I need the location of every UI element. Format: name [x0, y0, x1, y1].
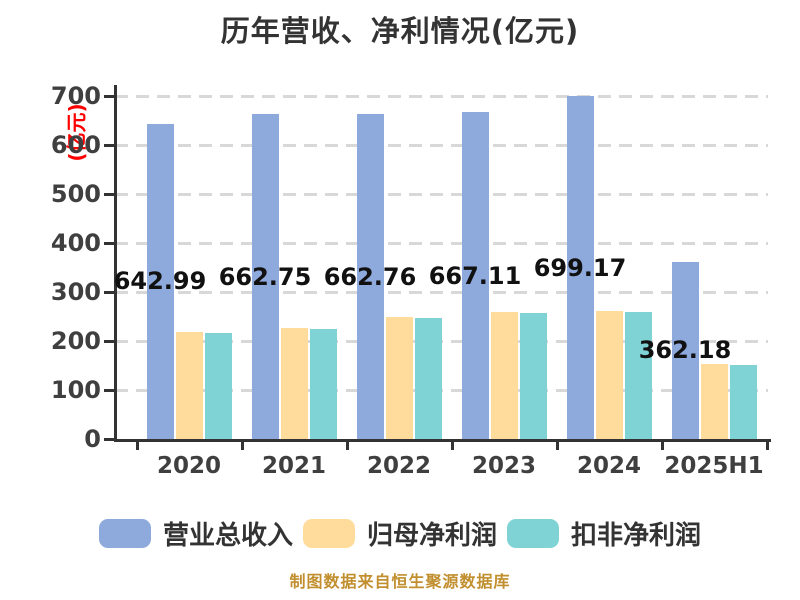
bar-net-profit — [175, 332, 203, 439]
y-tick-label: 700 — [50, 82, 101, 110]
y-tick-mark — [104, 144, 115, 147]
bar-net-profit-excl — [729, 364, 757, 439]
bar-total-revenue — [671, 261, 699, 439]
gridline-100 — [115, 389, 768, 392]
bar-net-profit-excl — [204, 332, 232, 439]
x-tick-label-2025H1: 2025H1 — [664, 453, 764, 479]
bar-net-profit — [280, 328, 308, 439]
x-tick-mark — [765, 442, 769, 450]
x-tick-mark — [345, 442, 349, 450]
y-axis-line — [114, 85, 117, 442]
bar-total-revenue — [461, 112, 489, 439]
bar-total-revenue — [566, 96, 594, 439]
x-tick-mark — [450, 442, 454, 450]
gridline-400 — [115, 242, 768, 245]
bar-net-profit-excl — [309, 328, 337, 439]
y-tick-label: 600 — [50, 131, 101, 159]
x-axis-line — [114, 439, 771, 442]
gridline-200 — [115, 340, 768, 343]
bar-net-profit — [385, 317, 413, 439]
bar-total-revenue — [146, 123, 174, 439]
y-tick-mark — [104, 242, 115, 245]
legend: 营业总收入 归母净利润 扣非净利润 — [0, 515, 800, 552]
value-label: 662.76 — [323, 262, 417, 291]
gridline-500 — [115, 193, 768, 196]
value-label: 362.18 — [638, 336, 732, 365]
legend-swatch-1 — [98, 519, 151, 548]
y-tick-mark — [104, 438, 115, 441]
gridline-300 — [115, 291, 768, 294]
x-tick-label-2020: 2020 — [156, 453, 221, 479]
legend-swatch-3 — [507, 519, 559, 548]
bar-net-profit-excl — [624, 311, 652, 439]
chart-title: 历年营收、净利情况(亿元) — [220, 14, 580, 48]
y-tick-mark — [104, 193, 115, 196]
value-label: 699.17 — [533, 253, 627, 282]
footer-note: 制图数据来自恒生聚源数据库 — [289, 572, 511, 591]
x-tick-label-2024: 2024 — [576, 453, 641, 479]
value-label: 667.11 — [428, 261, 522, 290]
bar-net-profit — [490, 312, 518, 439]
legend-item-1: 营业总收入 — [98, 515, 293, 552]
gridline-700 — [115, 95, 768, 98]
x-tick-label-2021: 2021 — [261, 453, 326, 479]
x-tick-mark — [135, 442, 139, 450]
legend-label-1: 营业总收入 — [162, 521, 293, 551]
value-label: 642.99 — [113, 267, 207, 296]
y-tick-mark — [104, 340, 115, 343]
y-tick-mark — [104, 291, 115, 294]
legend-item-2: 归母净利润 — [302, 515, 497, 552]
x-tick-label-2022: 2022 — [366, 453, 431, 479]
x-tick-mark — [240, 442, 244, 450]
y-tick-label: 200 — [50, 327, 101, 355]
bar-total-revenue — [356, 114, 384, 439]
x-tick-label-2023: 2023 — [471, 453, 536, 479]
gridline-600 — [115, 144, 768, 147]
bar-net-profit — [700, 363, 728, 439]
legend-item-3: 扣非净利润 — [507, 515, 701, 552]
bar-net-profit-excl — [519, 313, 547, 439]
x-tick-mark — [660, 442, 664, 450]
x-tick-mark — [555, 442, 559, 450]
y-tick-mark — [104, 95, 115, 98]
legend-swatch-2 — [302, 519, 355, 548]
y-tick-label: 400 — [50, 229, 101, 257]
y-tick-label: 500 — [50, 180, 101, 208]
value-label: 662.75 — [218, 262, 312, 291]
bar-net-profit-excl — [414, 317, 442, 439]
bar-total-revenue — [251, 114, 279, 439]
bar-net-profit — [595, 311, 623, 439]
y-tick-mark — [104, 389, 115, 392]
y-tick-label: 100 — [50, 376, 101, 404]
y-tick-label: 0 — [84, 425, 101, 453]
legend-label-3: 扣非净利润 — [571, 521, 702, 551]
y-tick-label: 300 — [50, 278, 101, 306]
legend-label-2: 归母净利润 — [366, 521, 497, 551]
